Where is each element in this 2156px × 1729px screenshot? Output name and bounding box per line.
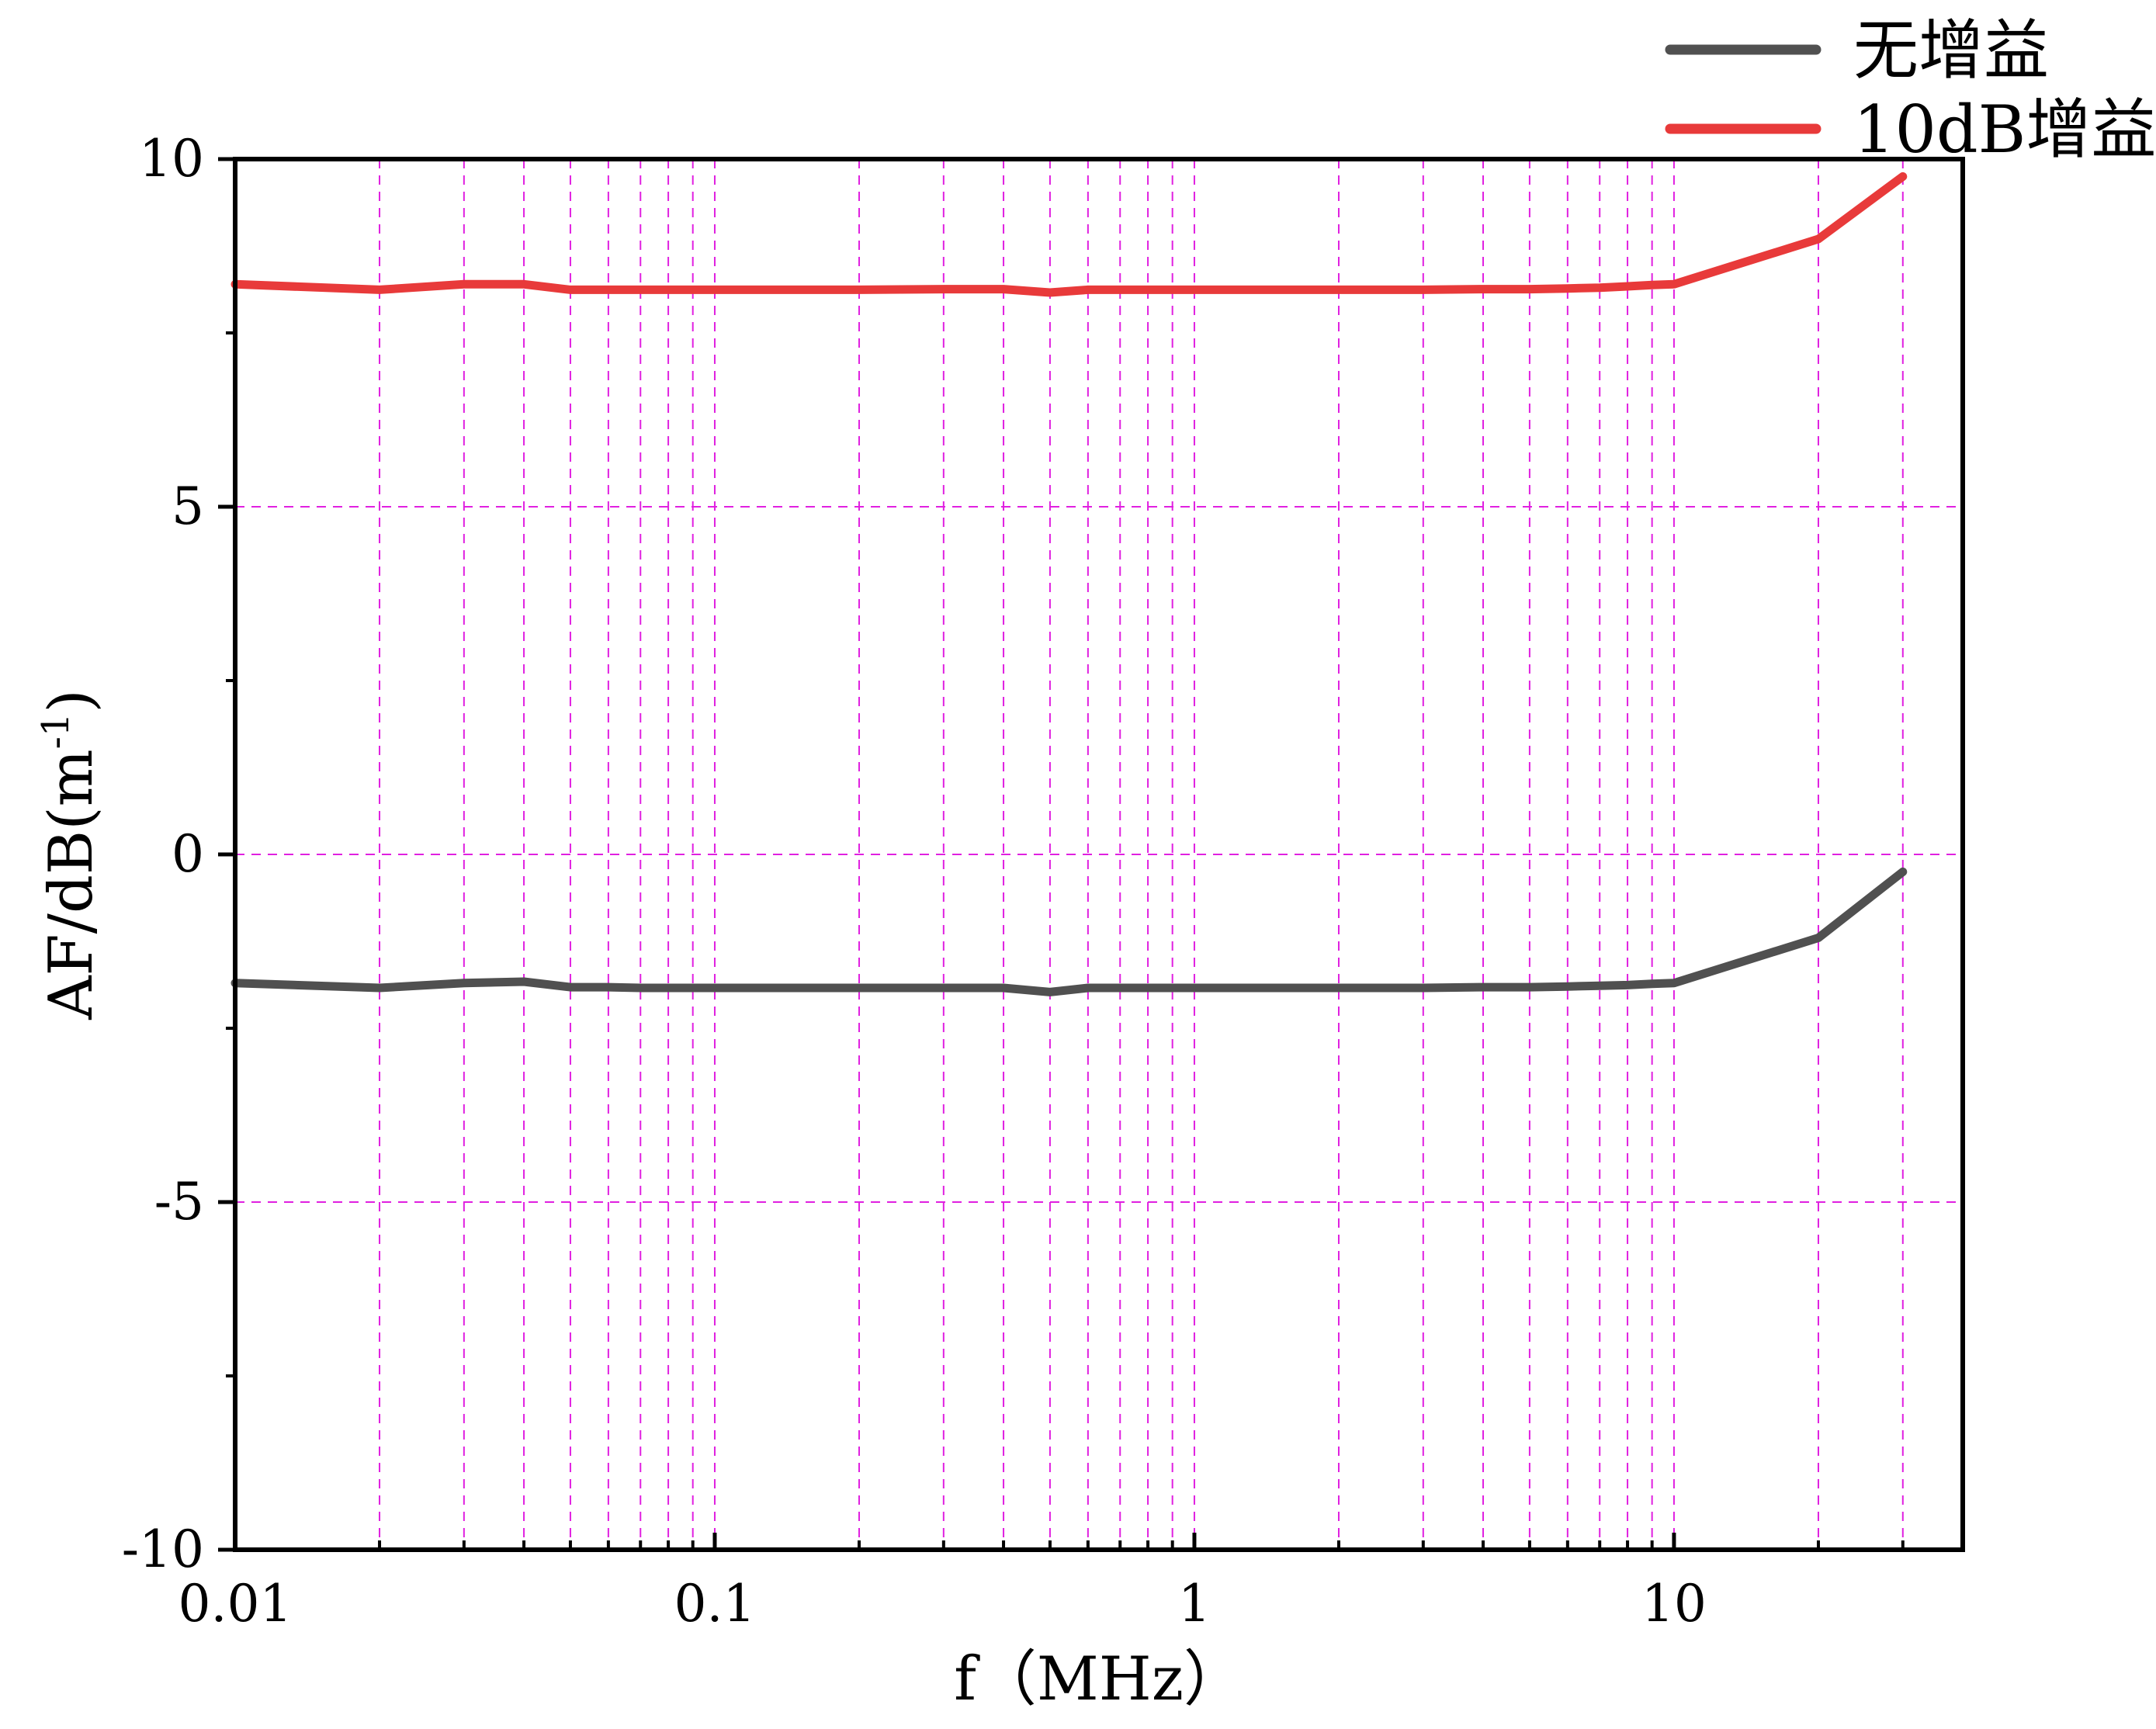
y-axis-label-close: ) <box>36 689 106 712</box>
x-tick-label: 0.1 <box>674 1574 755 1634</box>
y-axis-label-exponent: -1 <box>34 713 78 750</box>
series-line <box>231 867 1908 996</box>
y-tick-label: 10 <box>139 129 204 189</box>
y-tick-label: -10 <box>122 1519 204 1579</box>
series-lines <box>231 172 1908 996</box>
y-tick-label: -5 <box>154 1172 204 1232</box>
legend-label: 10dB增益 <box>1853 92 2156 168</box>
axis-ticks: 0.01 0.1 1 10 -10 -5 0 5 10 <box>122 129 1905 1634</box>
y-axis-label: AF/dB(m-1) <box>34 689 106 1020</box>
y-tick-label: 5 <box>172 476 204 536</box>
x-axis-label: f（MHz） <box>954 1644 1244 1714</box>
y-axis-label-main: AF/dB(m <box>36 749 106 1020</box>
legend-label: 无增益 <box>1853 12 2049 88</box>
series-line <box>231 172 1908 297</box>
x-tick-label: 0.01 <box>179 1574 293 1634</box>
x-tick-label: 1 <box>1178 1574 1211 1634</box>
x-tick-label: 10 <box>1641 1574 1707 1634</box>
y-tick-label: 0 <box>172 824 204 884</box>
grid-lines <box>235 159 1963 1550</box>
